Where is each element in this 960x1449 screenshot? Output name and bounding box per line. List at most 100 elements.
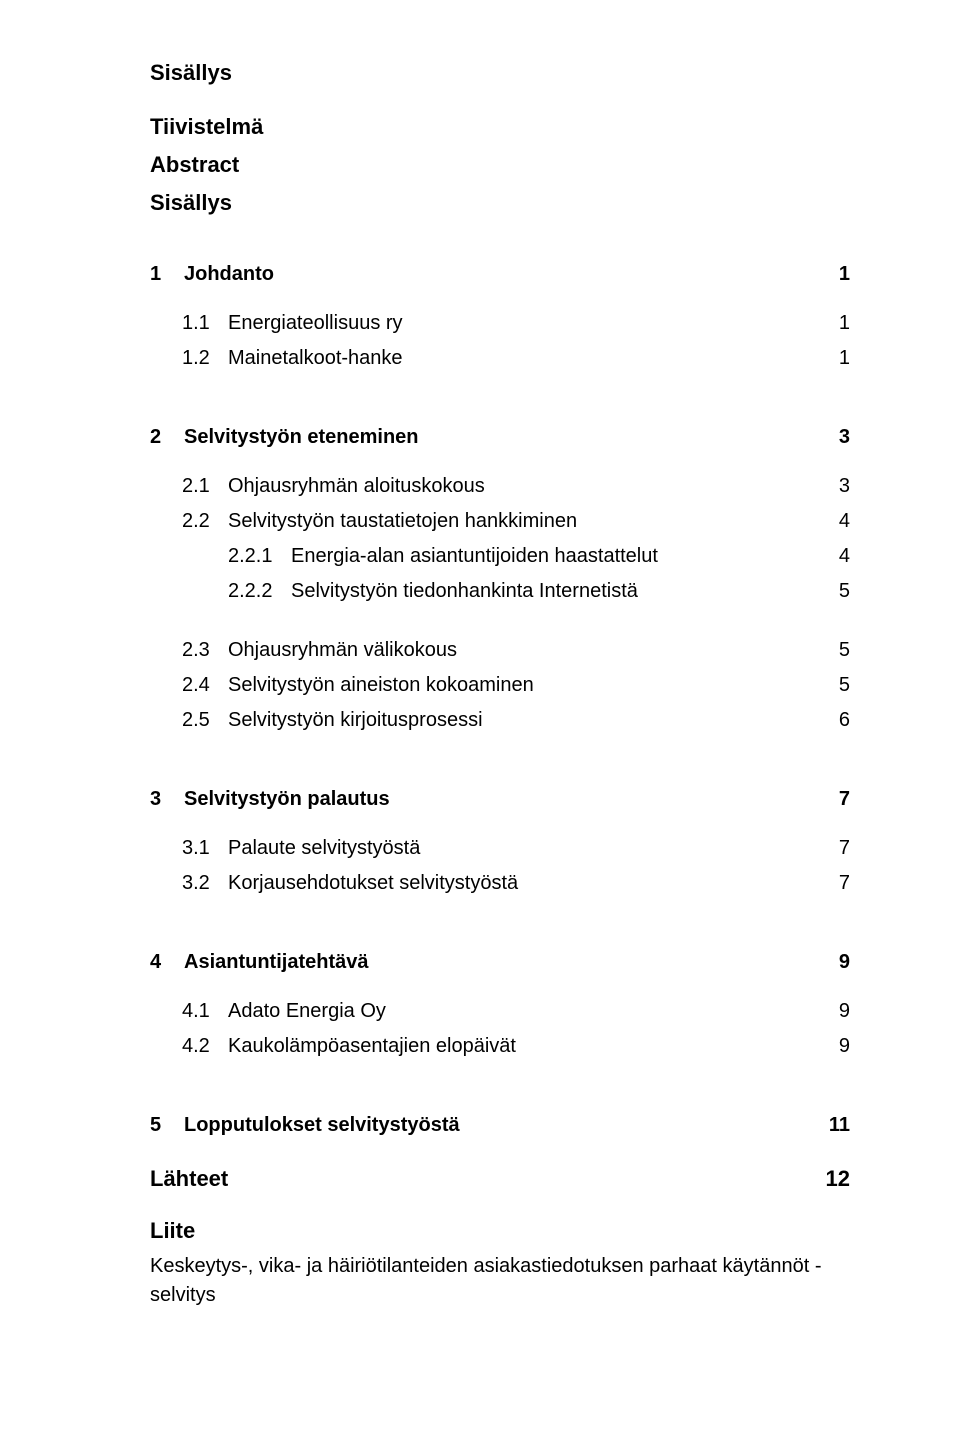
toc-entry-left: 2.2.2Selvitystyön tiedonhankinta Interne… <box>228 580 820 603</box>
toc-entry-left: 2.2Selvitystyön taustatietojen hankkimin… <box>182 510 820 533</box>
toc-entry-page: 3 <box>820 426 850 449</box>
front-matter: Tiivistelmä Abstract Sisällys <box>150 114 850 216</box>
toc-entry-left: 2Selvitystyön eteneminen <box>150 426 820 449</box>
toc-entry: 2.4Selvitystyön aineiston kokoaminen5 <box>182 671 850 700</box>
toc-entry: 2.3Ohjausryhmän välikokous5 <box>182 636 850 665</box>
toc-entry: 1Johdanto1 <box>150 260 850 289</box>
toc-entry-left: 1Johdanto <box>150 263 820 286</box>
toc-entry-page: 5 <box>820 580 850 603</box>
toc-entry-number: 2.2.2 <box>228 580 291 603</box>
toc-entry-page: 1 <box>820 312 850 335</box>
toc-entry-left: 4.2Kaukolämpöasentajien elopäivät <box>182 1035 820 1058</box>
toc-entry-title: Palaute selvitystyöstä <box>228 837 820 860</box>
toc-entry-page: 3 <box>820 475 850 498</box>
toc-entry-left: 1.1Energiateollisuus ry <box>182 312 820 335</box>
toc-group-spacer <box>150 904 850 922</box>
toc-entry-left: 3.1Palaute selvitystyöstä <box>182 837 820 860</box>
toc-entry-number: 3.2 <box>182 872 228 895</box>
toc-entry-left: 2.2.1Energia-alan asiantuntijoiden haast… <box>228 545 820 568</box>
toc-entry-left: 2.4Selvitystyön aineiston kokoaminen <box>182 674 820 697</box>
toc-entry-title: Ohjausryhmän välikokous <box>228 639 820 662</box>
toc-entry: 2Selvitystyön eteneminen3 <box>150 423 850 452</box>
front-item: Sisällys <box>150 190 850 216</box>
back-liite-heading: Liite <box>150 1218 850 1244</box>
toc-entry-page: 1 <box>820 263 850 286</box>
toc-entry-page: 7 <box>820 788 850 811</box>
toc-entry-left: 3.2Korjausehdotukset selvitystyöstä <box>182 872 820 895</box>
toc-entry-number: 2 <box>150 426 184 449</box>
front-item: Tiivistelmä <box>150 114 850 140</box>
back-lahteet: Lähteet 12 <box>150 1166 850 1192</box>
toc-entry-number: 2.2 <box>182 510 228 533</box>
toc-entry-title: Korjausehdotukset selvitystyöstä <box>228 872 820 895</box>
toc-entry-page: 4 <box>820 510 850 533</box>
toc-entry-title: Asiantuntijatehtävä <box>184 951 820 974</box>
back-lahteet-page: 12 <box>820 1166 850 1192</box>
toc-entry-left: 2.1Ohjausryhmän aloituskokous <box>182 475 820 498</box>
toc-entry-number: 3.1 <box>182 837 228 860</box>
toc-entry-number: 2.2.1 <box>228 545 291 568</box>
toc-entry-title: Ohjausryhmän aloituskokous <box>228 475 820 498</box>
toc-group-spacer <box>150 612 850 630</box>
toc-entry: 2.2.1Energia-alan asiantuntijoiden haast… <box>228 542 850 571</box>
toc-entry-title: Johdanto <box>184 263 820 286</box>
toc-entry-title: Energia-alan asiantuntijoiden haastattel… <box>291 545 820 568</box>
toc-entry-number: 2.1 <box>182 475 228 498</box>
toc-entry-number: 4.1 <box>182 1000 228 1023</box>
toc-entry-number: 2.3 <box>182 639 228 662</box>
toc-entry: 5Lopputulokset selvitystyöstä11 <box>150 1111 850 1140</box>
toc-entry-title: Selvitystyön tiedonhankinta Internetistä <box>291 580 820 603</box>
toc-entry: 2.5Selvitystyön kirjoitusprosessi6 <box>182 706 850 735</box>
toc-entry: 2.1Ohjausryhmän aloituskokous3 <box>182 472 850 501</box>
toc-entry-number: 1.1 <box>182 312 228 335</box>
toc-entry-page: 9 <box>820 1035 850 1058</box>
toc-entry-number: 2.4 <box>182 674 228 697</box>
toc-entry-number: 1.2 <box>182 347 228 370</box>
toc-entry: 1.1Energiateollisuus ry1 <box>182 309 850 338</box>
page: Sisällys Tiivistelmä Abstract Sisällys 1… <box>0 0 960 1449</box>
toc-entry-left: 2.5Selvitystyön kirjoitusprosessi <box>182 709 820 732</box>
toc-entry-page: 4 <box>820 545 850 568</box>
toc-entry: 2.2.2Selvitystyön tiedonhankinta Interne… <box>228 577 850 606</box>
toc-entry: 2.2Selvitystyön taustatietojen hankkimin… <box>182 507 850 536</box>
toc-entry-left: 4Asiantuntijatehtävä <box>150 951 820 974</box>
toc-entry-number: 4.2 <box>182 1035 228 1058</box>
toc-entry-number: 1 <box>150 263 184 286</box>
toc-entry-page: 1 <box>820 347 850 370</box>
toc-entry-left: 2.3Ohjausryhmän välikokous <box>182 639 820 662</box>
toc-entry: 3.1Palaute selvitystyöstä7 <box>182 834 850 863</box>
toc-entry-title: Selvitystyön taustatietojen hankkiminen <box>228 510 820 533</box>
toc-entry-left: 1.2Mainetalkoot-hanke <box>182 347 820 370</box>
toc-entry-number: 4 <box>150 951 184 974</box>
toc-entry-page: 7 <box>820 872 850 895</box>
toc-entry-page: 9 <box>820 951 850 974</box>
front-item: Abstract <box>150 152 850 178</box>
toc-group-spacer <box>150 741 850 759</box>
toc-entry-title: Selvitystyön kirjoitusprosessi <box>228 709 820 732</box>
toc-entry-page: 9 <box>820 1000 850 1023</box>
toc-entry: 4Asiantuntijatehtävä9 <box>150 948 850 977</box>
toc-entry-page: 11 <box>820 1114 850 1137</box>
toc-entry: 4.2Kaukolämpöasentajien elopäivät9 <box>182 1032 850 1061</box>
toc-entry-page: 5 <box>820 639 850 662</box>
back-matter: Lähteet 12 Liite Keskeytys-, vika- ja hä… <box>150 1166 850 1310</box>
toc-entry-title: Kaukolämpöasentajien elopäivät <box>228 1035 820 1058</box>
toc-entry-left: 3Selvitystyön palautus <box>150 788 820 811</box>
toc-entry-title: Selvitystyön aineiston kokoaminen <box>228 674 820 697</box>
toc-entry-number: 3 <box>150 788 184 811</box>
toc-entry-left: 5Lopputulokset selvitystyöstä <box>150 1114 820 1137</box>
toc-entry: 4.1Adato Energia Oy9 <box>182 997 850 1026</box>
toc-list: 1Johdanto11.1Energiateollisuus ry11.2Mai… <box>150 260 850 1140</box>
toc-heading: Sisällys <box>150 60 850 86</box>
toc-group-spacer <box>150 1067 850 1085</box>
toc-entry-number: 5 <box>150 1114 184 1137</box>
toc-entry-page: 7 <box>820 837 850 860</box>
toc-entry-title: Energiateollisuus ry <box>228 312 820 335</box>
toc-entry-page: 6 <box>820 709 850 732</box>
toc-entry: 3.2Korjausehdotukset selvitystyöstä7 <box>182 869 850 898</box>
toc-entry-title: Selvitystyön eteneminen <box>184 426 820 449</box>
toc-entry-page: 5 <box>820 674 850 697</box>
toc-entry-left: 4.1Adato Energia Oy <box>182 1000 820 1023</box>
toc-group-spacer <box>150 379 850 397</box>
back-liite-desc: Keskeytys-, vika- ja häiriötilanteiden a… <box>150 1252 850 1310</box>
